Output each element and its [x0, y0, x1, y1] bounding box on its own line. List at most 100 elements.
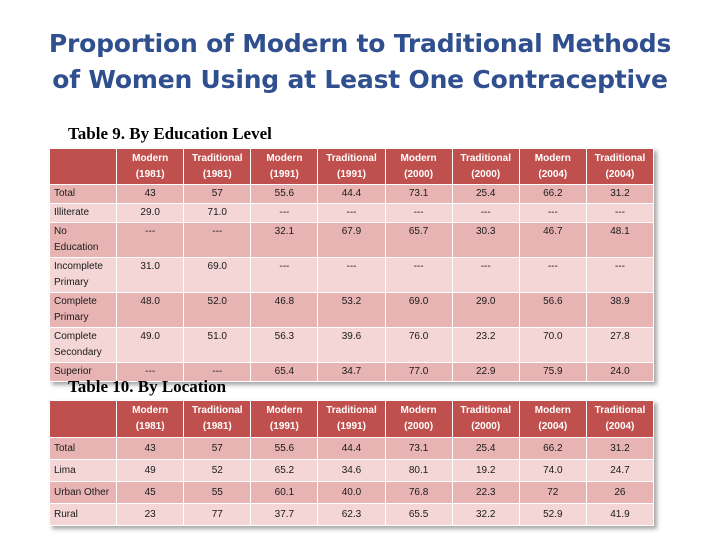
table-cell: ---: [116, 362, 185, 382]
table-cell: 65.7: [384, 222, 453, 258]
column-method: Modern: [400, 152, 437, 164]
table-cell: 48.0: [116, 292, 185, 328]
table-cell: 72: [518, 481, 587, 504]
header-row: Modern (1981) Traditional (1981) Modern (1991…: [48, 400, 655, 438]
table-cell: ---: [518, 257, 587, 293]
table-cell: 25.4: [451, 184, 520, 204]
row-label-line: No: [54, 226, 67, 237]
table-cell: 75.9: [518, 362, 587, 382]
table-row: Lima 49 52 65.2 34.6 80.1 19.2 74.0 24.7: [48, 459, 655, 482]
table-cell: 80.1: [384, 459, 453, 482]
table-cell: 31.0: [116, 257, 185, 293]
column-header: Traditional (1991): [317, 148, 386, 185]
row-label: Illiterate: [48, 203, 118, 223]
table-cell: 19.2: [451, 459, 520, 482]
column-method: Modern: [132, 152, 169, 164]
table-10-heading: Table 10. By Location: [68, 377, 227, 396]
table-cell: ---: [585, 203, 655, 223]
row-label-line: Lima: [54, 464, 76, 476]
table-cell: 76.0: [384, 327, 453, 363]
table-cell: ---: [183, 362, 252, 382]
table-cell: 57: [183, 184, 252, 204]
row-label: Urban Other: [48, 481, 118, 504]
row-label-line: Urban Other: [54, 486, 110, 498]
table-cell: 32.2: [451, 503, 520, 526]
column-header: Modern (2004): [518, 400, 587, 438]
table-cell: 46.8: [250, 292, 319, 328]
table-cell: 24.0: [585, 362, 655, 382]
table-cell: 48.1: [585, 222, 655, 258]
slide-title-line-1: Proportion of Modern to Traditional Meth…: [48, 29, 672, 58]
table-cell: 44.4: [317, 184, 386, 204]
row-label-line: Superior: [54, 366, 92, 377]
table-cell: 71.0: [183, 203, 252, 223]
slide-title: Proportion of Modern to Traditional Meth…: [0, 26, 720, 98]
row-label: Complete Secondary: [48, 327, 118, 363]
row-label: Rural: [48, 503, 118, 526]
table-cell: 77: [183, 503, 252, 526]
row-label-line: Secondary: [54, 347, 102, 358]
header-row: Modern (1981) Traditional (1981) Modern (1991…: [48, 148, 655, 185]
column-year: (2000): [471, 168, 501, 180]
row-label: Lima: [48, 459, 118, 482]
corner-header-cell: [48, 148, 118, 185]
table-cell: ---: [518, 203, 587, 223]
table-cell: 49.0: [116, 327, 185, 363]
table-cell: ---: [585, 257, 655, 293]
column-year: (2004): [538, 168, 568, 180]
table-cell: ---: [250, 257, 319, 293]
table-cell: 73.1: [384, 437, 453, 460]
table-cell: 69.0: [384, 292, 453, 328]
column-header: Modern (1981): [116, 148, 185, 185]
column-header: Traditional (2000): [451, 400, 520, 438]
row-label-line: Total: [54, 442, 76, 454]
table-cell: 66.2: [518, 184, 587, 204]
column-year: (1991): [269, 168, 299, 180]
table-row: Rural 23 77 37.7 62.3 65.5 32.2 52.9 41.9: [48, 503, 655, 526]
row-label-line: Primary: [54, 312, 89, 323]
table-cell: 43: [116, 184, 185, 204]
table-cell: 53.2: [317, 292, 386, 328]
column-header: Traditional (1981): [183, 400, 252, 438]
column-header: Modern (1991): [250, 148, 319, 185]
table-cell: ---: [451, 203, 520, 223]
table-cell: 31.2: [585, 437, 655, 460]
location-table: Modern (1981) Traditional (1981) Modern (1991…: [48, 400, 655, 526]
corner-header-cell: [48, 400, 118, 438]
table-cell: 41.9: [585, 503, 655, 526]
table-cell: 34.6: [317, 459, 386, 482]
table-cell: 70.0: [518, 327, 587, 363]
education-level-table: Modern (1981) Traditional (1981) Modern (1991…: [48, 148, 655, 382]
row-label: Total: [48, 437, 118, 460]
table-cell: 44.4: [317, 437, 386, 460]
table-row: Total 43 57 55.6 44.4 73.1 25.4 66.2 31.2: [48, 184, 655, 204]
column-year: (1981): [202, 168, 232, 180]
column-method: Modern: [132, 405, 169, 416]
column-method: Traditional: [191, 152, 243, 164]
table-cell: 65.4: [250, 362, 319, 382]
column-header: Traditional (2000): [451, 148, 520, 185]
table-cell: 46.7: [518, 222, 587, 258]
table-cell: ---: [250, 203, 319, 223]
table-cell: 37.7: [250, 503, 319, 526]
column-header: Modern (2004): [518, 148, 587, 185]
table-cell: 55: [183, 481, 252, 504]
column-year: (2000): [471, 421, 501, 432]
table-cell: 69.0: [183, 257, 252, 293]
row-label: Superior: [48, 362, 118, 382]
row-label: Incomplete Primary: [48, 257, 118, 293]
table-cell: 34.7: [317, 362, 386, 382]
table-cell: 55.6: [250, 184, 319, 204]
column-method: Traditional: [326, 152, 377, 164]
row-label-line: Education: [54, 242, 99, 253]
column-year: (2004): [605, 168, 635, 180]
row-label-line: Incomplete: [54, 261, 103, 272]
table-cell: 49: [116, 459, 185, 482]
column-year: (1991): [337, 421, 366, 432]
column-header: Traditional (2004): [585, 400, 655, 438]
table-cell: 32.1: [250, 222, 319, 258]
table-row: Complete Secondary 49.0 51.0 56.3 39.6 76.0 23.…: [48, 327, 655, 363]
row-label-line: Complete: [54, 331, 97, 342]
table-cell: 22.9: [451, 362, 520, 382]
column-year: (2004): [538, 421, 568, 432]
